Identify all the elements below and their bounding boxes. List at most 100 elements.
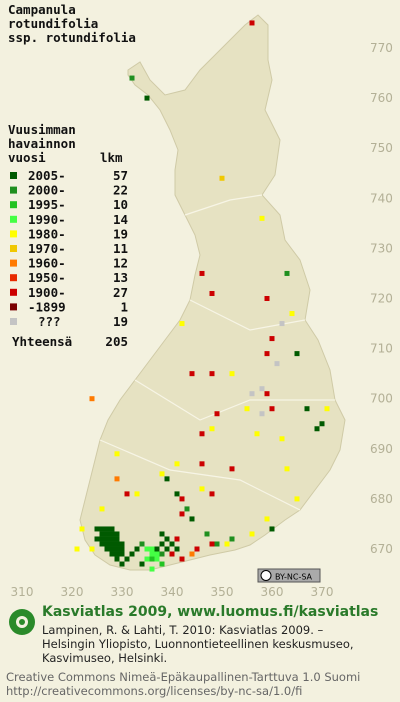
occurrence-square — [109, 531, 115, 537]
occurrence-square — [159, 561, 165, 567]
occurrence-square — [249, 391, 255, 397]
y-tick-label: 740 — [370, 191, 393, 205]
occurrence-square — [209, 290, 215, 296]
occurrence-square — [219, 175, 225, 181]
y-tick-label: 770 — [370, 41, 393, 55]
y-tick-label: 730 — [370, 241, 393, 255]
province-border — [184, 194, 263, 216]
occurrence-square — [229, 466, 235, 472]
legend-label: 2005- — [28, 168, 66, 183]
occurrence-square — [119, 546, 125, 552]
occurrence-square — [109, 551, 115, 557]
x-tick-label: 360 — [261, 585, 284, 599]
occurrence-square — [214, 541, 220, 547]
occurrence-square — [119, 561, 125, 567]
legend-count: 57 — [113, 168, 128, 183]
legend-swatch — [10, 303, 17, 311]
legend-count: 27 — [113, 285, 128, 300]
occurrence-square — [124, 556, 130, 562]
legend-total-label: Yhteensä — [12, 334, 72, 349]
occurrence-square — [129, 551, 135, 557]
occurrence-square — [284, 270, 290, 276]
occurrence-square — [209, 371, 215, 377]
y-tick-label: 670 — [370, 542, 393, 556]
occurrence-square — [144, 95, 150, 101]
occurrence-square — [99, 536, 105, 542]
occurrence-square — [104, 531, 110, 537]
occurrence-square — [99, 506, 105, 512]
occurrence-square — [104, 536, 110, 542]
legend-total: 205 — [105, 334, 128, 349]
occurrence-square — [144, 546, 150, 552]
occurrence-square — [209, 541, 215, 547]
occurrence-square — [99, 531, 105, 537]
occurrence-square — [114, 531, 120, 537]
logo-dot — [19, 619, 25, 625]
occurrence-square — [279, 436, 285, 442]
title-line: ssp. rotundifolia — [8, 30, 136, 45]
footer-headline: Kasviatlas 2009, www.luomus.fi/kasviatla… — [42, 604, 378, 620]
province-border — [189, 299, 306, 331]
occurrence-square — [154, 551, 160, 557]
occurrence-square — [139, 561, 145, 567]
occurrence-square — [119, 551, 125, 557]
legend-count: 1 — [120, 299, 128, 314]
occurrence-square — [129, 75, 135, 81]
occurrence-square — [74, 546, 80, 552]
license-url: http://creativecommons.org/licenses/by-n… — [6, 684, 302, 698]
occurrence-square — [99, 526, 105, 532]
occurrence-square — [284, 466, 290, 472]
occurrence-square — [109, 526, 115, 532]
occurrence-square — [149, 551, 155, 557]
occurrence-square — [229, 536, 235, 542]
occurrence-square — [104, 526, 110, 532]
occurrence-square — [249, 531, 255, 537]
occurrence-square — [154, 546, 160, 552]
occurrence-square — [319, 421, 325, 427]
legend-label: 1995- — [28, 197, 66, 212]
occurrence-square — [169, 551, 175, 557]
legend-label: 1960- — [28, 256, 66, 271]
occurrence-square — [79, 526, 85, 532]
y-tick-label: 710 — [370, 342, 393, 356]
occurrence-square — [264, 391, 270, 397]
legend-swatch — [10, 215, 17, 223]
occurrence-square — [304, 406, 310, 412]
occurrence-square — [289, 311, 295, 317]
badge-text: BY-NC-SA — [275, 573, 313, 582]
occurrence-square — [139, 541, 145, 547]
x-tick-label: 370 — [311, 585, 334, 599]
occurrence-square — [249, 20, 255, 26]
occurrence-square — [259, 411, 265, 417]
occurrence-square — [269, 336, 275, 342]
occurrence-square — [149, 546, 155, 552]
occurrence-square — [109, 541, 115, 547]
occurrence-square — [269, 526, 275, 532]
occurrence-square — [99, 541, 105, 547]
occurrence-square — [189, 371, 195, 377]
occurrence-square — [259, 215, 265, 221]
occurrence-square — [114, 546, 120, 552]
cc-logo — [260, 570, 272, 581]
legend-label: -1899 — [28, 299, 66, 314]
occurrence-square — [154, 556, 160, 562]
occurrence-square — [89, 546, 95, 552]
license-badge: BY-NC-SA — [257, 568, 321, 583]
legend-header: vuosi — [8, 150, 46, 165]
occurrence-square — [114, 476, 120, 482]
y-tick-label: 750 — [370, 141, 393, 155]
occurrence-square — [114, 451, 120, 457]
occurrence-square — [174, 546, 180, 552]
legend-label: 1950- — [28, 270, 66, 285]
occurrence-square — [274, 361, 280, 367]
occurrence-square — [189, 516, 195, 522]
occurrence-square — [199, 486, 205, 492]
legend-count: 19 — [113, 314, 128, 329]
occurrence-square — [174, 461, 180, 467]
occurrence-square — [199, 431, 205, 437]
x-tick-label: 310 — [11, 585, 34, 599]
occurrence-square — [229, 371, 235, 377]
occurrence-square — [164, 536, 170, 542]
occurrence-square — [244, 406, 250, 412]
